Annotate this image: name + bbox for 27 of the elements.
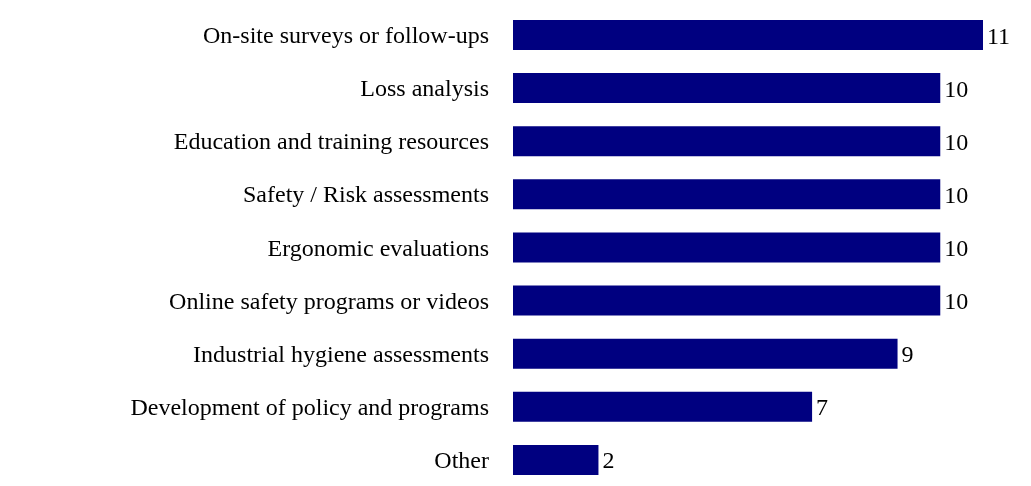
bar: [513, 73, 941, 104]
y-tick-label: Safety / Risk assessments: [243, 181, 489, 208]
data-label: 9: [901, 341, 914, 368]
bar: [513, 338, 898, 369]
y-tick-label: Education and training resources: [173, 128, 489, 155]
bar: [513, 232, 941, 263]
data-label: 10: [944, 75, 969, 102]
data-label: 2: [602, 447, 615, 474]
data-label: 7: [816, 394, 829, 421]
y-tick-label: Industrial hygiene assessments: [193, 340, 489, 367]
y-tick-label: Other: [434, 446, 489, 473]
bar: [513, 126, 941, 157]
data-label: 10: [944, 234, 969, 261]
y-tick-label: Loss analysis: [360, 75, 489, 102]
data-label: 10: [944, 128, 969, 155]
y-tick-label: Ergonomic evaluations: [267, 234, 489, 261]
y-tick-label: Online safety programs or videos: [169, 287, 489, 314]
bar: [513, 444, 599, 475]
bar: [513, 179, 941, 210]
bar: [513, 391, 813, 422]
y-tick-label: Development of policy and programs: [130, 393, 489, 420]
data-label: 10: [944, 181, 969, 208]
y-tick-label: On-site surveys or follow-ups: [203, 22, 489, 49]
bar: [513, 285, 941, 316]
data-label: 10: [944, 288, 969, 315]
data-label: 11: [987, 22, 1011, 49]
bar: [513, 20, 983, 50]
